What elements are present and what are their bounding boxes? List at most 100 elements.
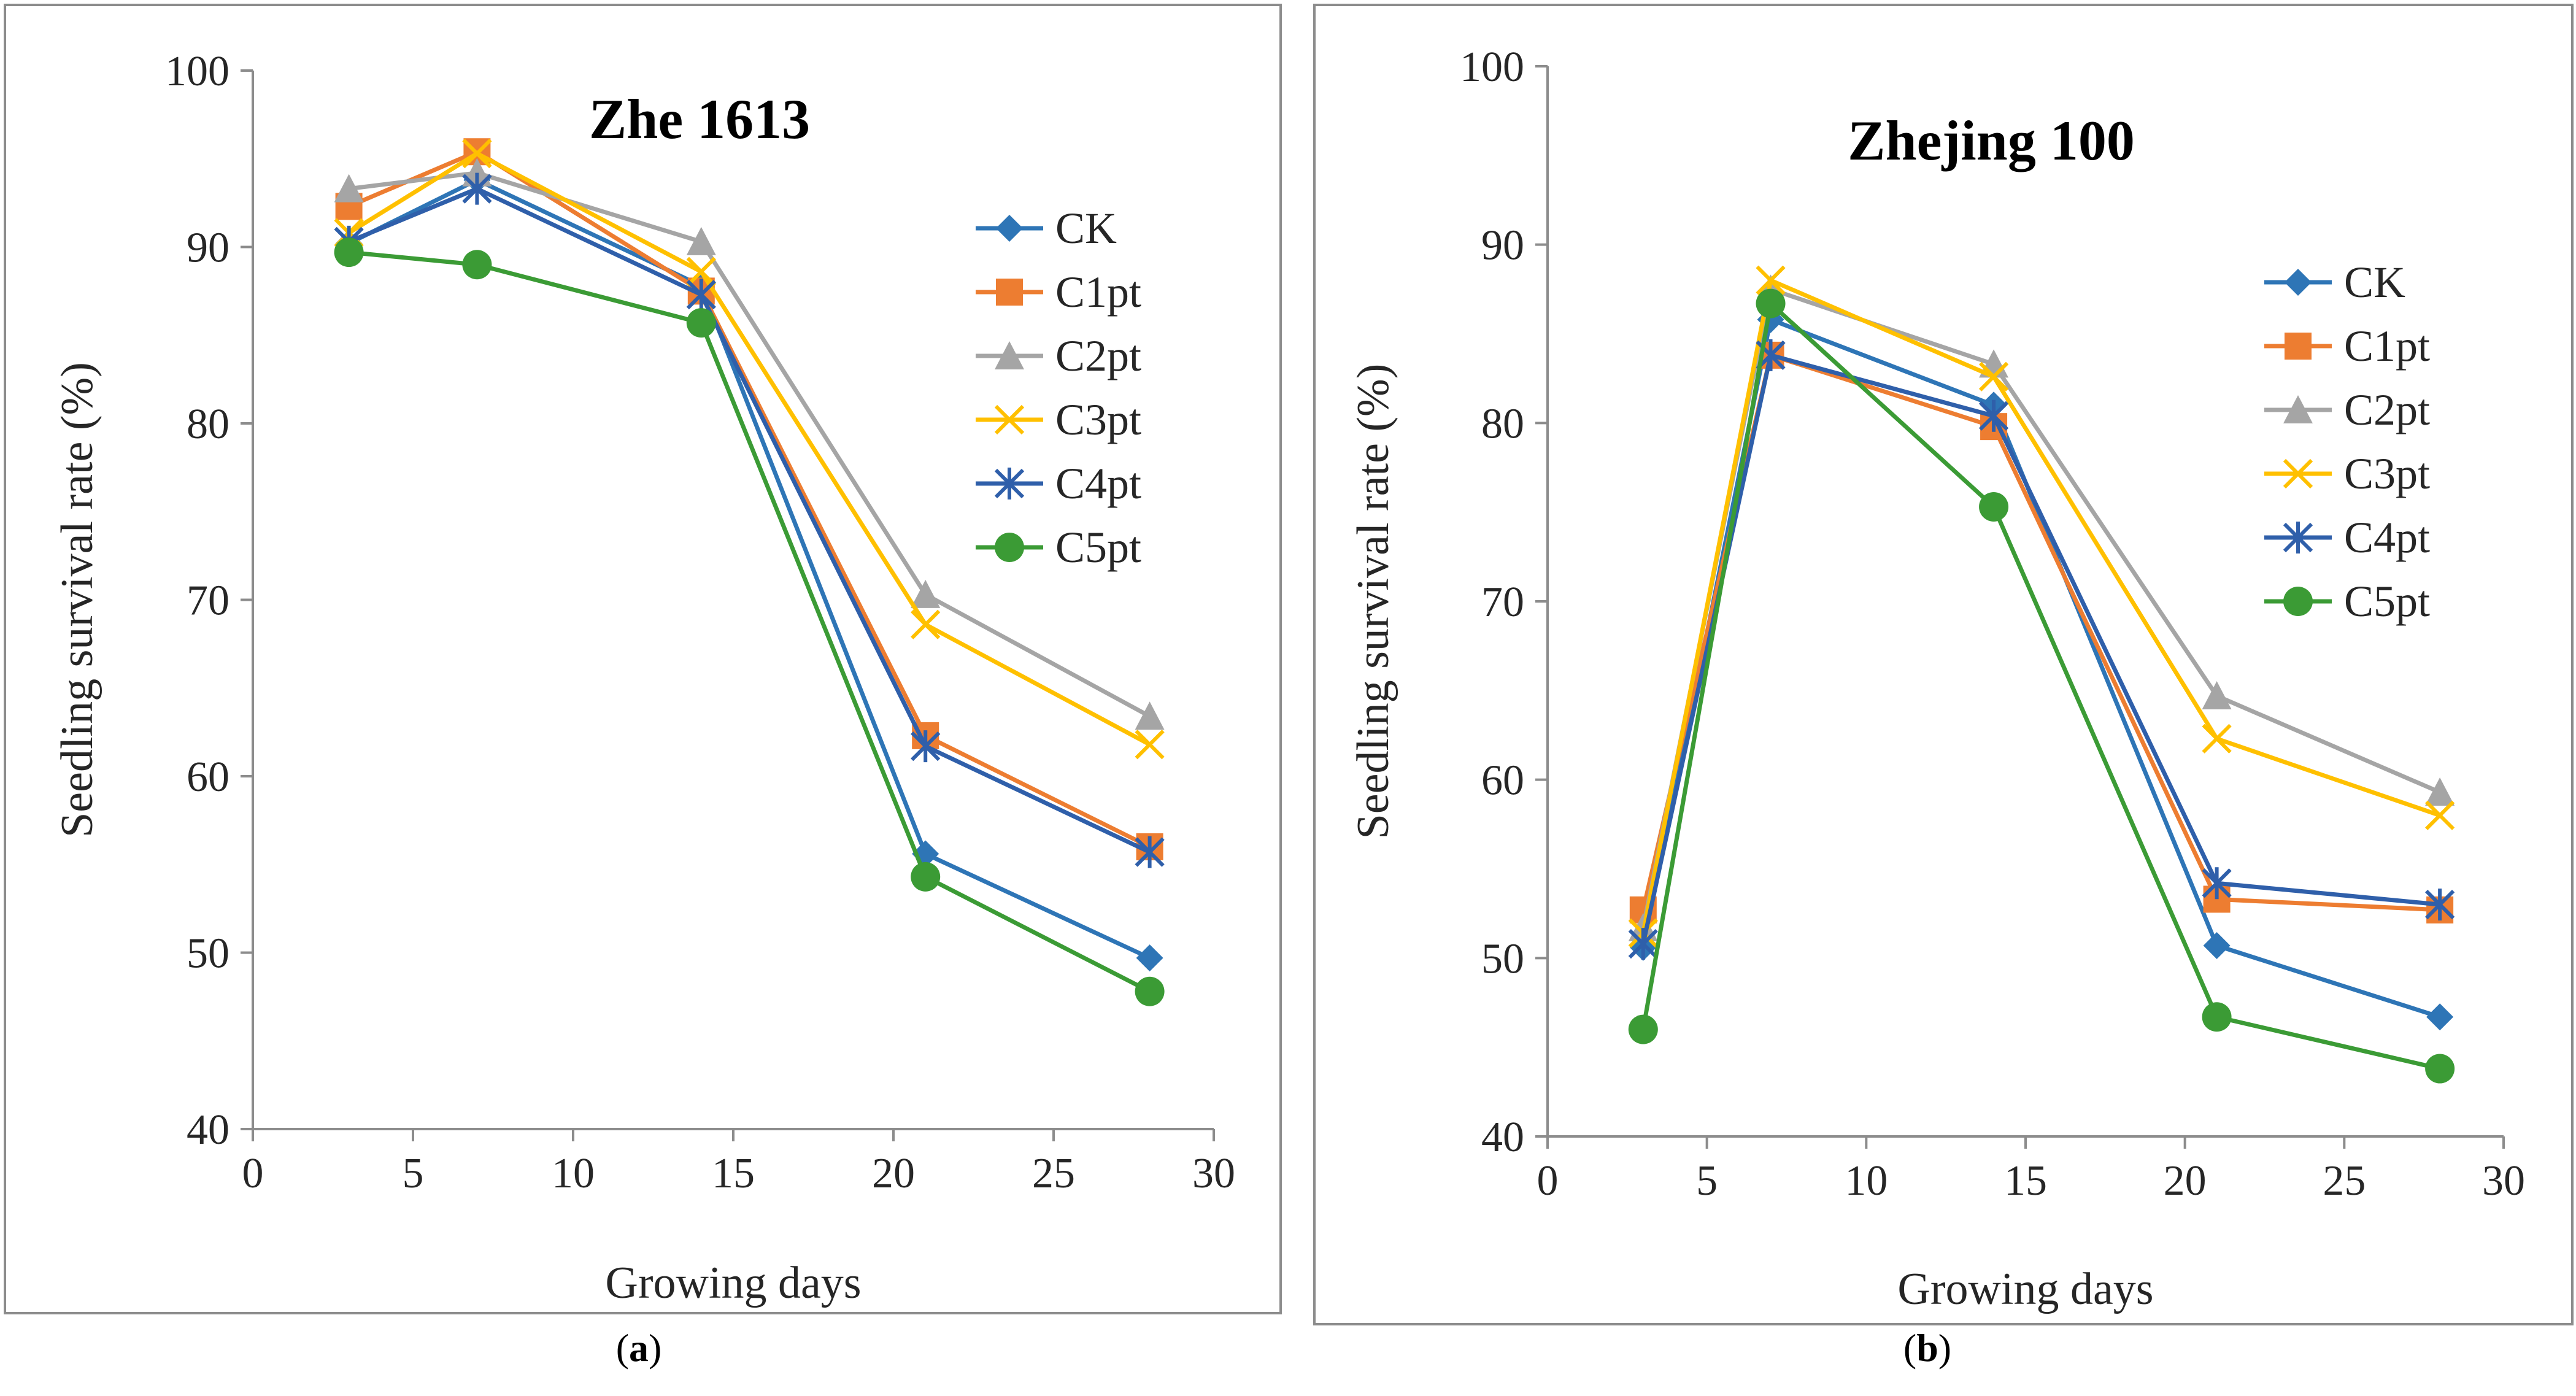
y-tick-label: 80	[187, 401, 229, 448]
x-tick-label: 30	[2482, 1157, 2525, 1205]
point-c2pt	[2425, 777, 2455, 806]
point-c3pt	[1135, 730, 1165, 760]
legend-label-c2pt: C2pt	[2344, 385, 2430, 434]
y-tick-label: 70	[1481, 579, 1524, 626]
legend-marker-c4pt	[994, 468, 1025, 499]
y-tick-label: 90	[187, 225, 229, 272]
x-tick-label: 5	[1696, 1157, 1718, 1205]
x-tick-label: 25	[1032, 1150, 1075, 1197]
series-line-c5pt	[1641, 301, 2440, 1071]
point-c5pt	[911, 862, 941, 892]
point-c2pt	[686, 226, 716, 255]
y-tick-label: 50	[187, 930, 229, 978]
legend-marker-c5pt	[995, 533, 1024, 562]
x-tick-label: 0	[242, 1150, 264, 1197]
panel-b-frame	[1313, 4, 2574, 1325]
y-tick-label: 60	[187, 754, 229, 801]
point-c3pt	[2425, 800, 2455, 830]
point-c3pt	[1978, 361, 2009, 391]
point-c5pt	[1979, 492, 2009, 522]
panel-a-caption: (a)	[615, 1326, 662, 1370]
series-line-ck	[1641, 317, 2441, 1019]
point-c2pt	[334, 174, 364, 202]
chart-title: Zhejing 100	[1848, 109, 2135, 172]
x-tick-label: 10	[1845, 1157, 1888, 1205]
point-c4pt	[1978, 399, 2009, 432]
point-c3pt	[2202, 723, 2232, 754]
y-tick-label: 100	[165, 48, 229, 95]
x-tick-label: 20	[872, 1150, 915, 1197]
y-tick-label: 80	[1481, 400, 1524, 447]
x-tick-label: 30	[1192, 1150, 1235, 1197]
point-ck	[2203, 931, 2231, 959]
panel-b-caption: (b)	[1903, 1326, 1952, 1370]
x-tick-label: 10	[552, 1150, 595, 1197]
point-c3pt	[462, 139, 492, 169]
x-tick-label: 20	[2164, 1157, 2207, 1205]
x-tick-label: 25	[2323, 1157, 2366, 1205]
point-c4pt	[911, 730, 941, 763]
point-c4pt	[686, 279, 716, 311]
legend-marker-c2pt	[995, 341, 1024, 369]
point-c4pt	[2202, 867, 2232, 900]
legend-marker-c1pt	[996, 279, 1023, 306]
legend-marker-c5pt	[2283, 587, 2313, 616]
legend-label-c5pt: C5pt	[2344, 577, 2430, 626]
point-ck	[1136, 944, 1163, 972]
legend-label-c3pt: C3pt	[2344, 449, 2430, 498]
x-tick-label: 0	[1537, 1157, 1559, 1205]
legend-label-ck: CK	[2344, 258, 2405, 307]
point-c3pt	[911, 609, 941, 639]
legend-label-c2pt: C2pt	[1055, 331, 1141, 380]
legend-label-c5pt: C5pt	[1055, 523, 1141, 572]
point-c2pt	[1135, 701, 1165, 730]
point-c5pt	[2202, 1002, 2232, 1032]
y-tick-label: 50	[1481, 935, 1524, 982]
legend-marker-c3pt	[2283, 458, 2313, 489]
y-axis-title: Seedling survival rate (%)	[52, 362, 102, 838]
point-c5pt	[2425, 1054, 2455, 1084]
chart-title: Zhe 1613	[589, 88, 810, 150]
legend-marker-ck	[2285, 269, 2312, 296]
point-c5pt	[1756, 288, 1786, 318]
series-line-c4pt	[1641, 353, 2440, 944]
legend-marker-c1pt	[2285, 333, 2312, 360]
series-line-c3pt	[1641, 278, 2441, 934]
legend-label-c1pt: C1pt	[1055, 268, 1141, 317]
legend-label-c3pt: C3pt	[1055, 395, 1141, 444]
point-c5pt	[334, 237, 364, 268]
y-tick-label: 60	[1481, 757, 1524, 804]
legend-marker-c4pt	[2283, 522, 2313, 553]
legend-label-c4pt: C4pt	[2344, 513, 2430, 562]
y-axis-title: Seedling survival rate (%)	[1348, 364, 1398, 839]
point-c4pt	[462, 172, 492, 205]
point-c5pt	[1628, 1014, 1658, 1044]
y-tick-label: 40	[1481, 1114, 1524, 1161]
point-c5pt	[686, 308, 716, 338]
y-tick-label: 40	[187, 1106, 229, 1154]
legend-label-ck: CK	[1055, 204, 1117, 253]
y-tick-label: 70	[187, 577, 229, 625]
x-tick-label: 15	[712, 1150, 755, 1197]
point-c4pt	[1135, 836, 1165, 868]
x-axis-title: Growing days	[605, 1258, 861, 1308]
point-ck	[2426, 1003, 2454, 1031]
point-c2pt	[2202, 681, 2232, 710]
legend-label-c4pt: C4pt	[1055, 459, 1141, 508]
y-tick-label: 90	[1481, 222, 1524, 269]
x-tick-label: 5	[403, 1150, 424, 1197]
point-c3pt	[686, 256, 716, 287]
point-c4pt	[2425, 889, 2455, 921]
legend-marker-ck	[996, 215, 1023, 242]
y-tick-label: 100	[1460, 44, 1524, 91]
point-c4pt	[1628, 928, 1658, 960]
legend-label-c1pt: C1pt	[2344, 322, 2430, 371]
point-c3pt	[1756, 265, 1786, 295]
x-axis-title: Growing days	[1897, 1264, 2153, 1314]
legend-marker-c2pt	[2283, 395, 2313, 423]
point-c2pt	[911, 579, 941, 608]
legend-marker-c3pt	[994, 404, 1025, 435]
point-c5pt	[462, 250, 492, 280]
x-tick-label: 15	[2004, 1157, 2047, 1205]
